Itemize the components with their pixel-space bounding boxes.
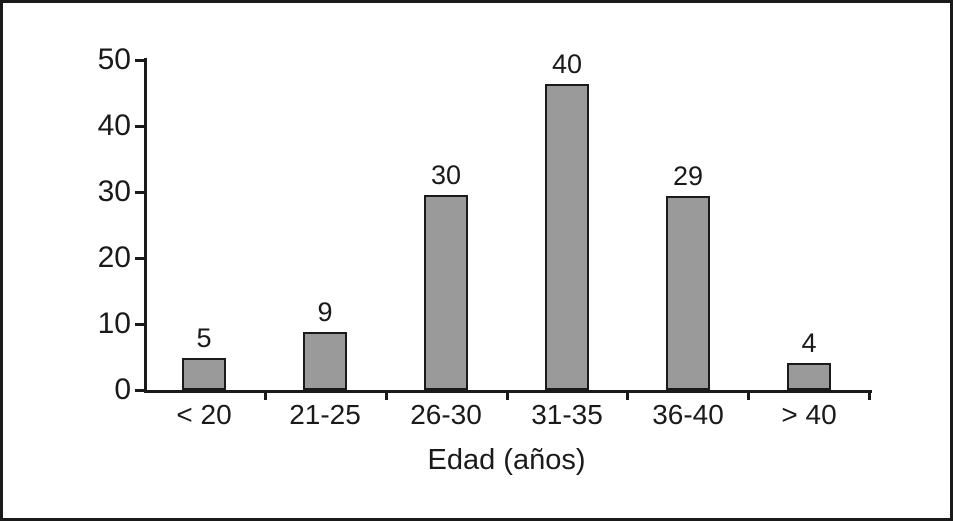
bar-value-label: 29	[672, 161, 704, 191]
x-category-label: 31-35	[531, 399, 603, 430]
y-tick-label: 0	[114, 373, 131, 406]
bar	[303, 332, 347, 390]
y-tick	[135, 125, 144, 128]
x-category-label: < 20	[176, 399, 232, 430]
y-tick-label: 20	[97, 241, 131, 274]
x-tick	[384, 390, 388, 400]
x-tick	[747, 390, 751, 400]
bar-value-label: 9	[317, 297, 333, 327]
bar	[424, 195, 468, 390]
x-category-label: 21-25	[289, 399, 361, 430]
x-tick	[626, 390, 630, 400]
bar-value-label: 4	[801, 328, 817, 358]
bar	[666, 196, 710, 390]
y-tick	[135, 323, 144, 326]
y-tick	[135, 389, 144, 392]
y-tick-label: 40	[97, 109, 131, 142]
y-tick-label: 50	[97, 43, 131, 76]
y-tick	[135, 59, 144, 62]
y-tick	[135, 257, 144, 260]
x-tick	[505, 390, 509, 400]
x-category-label: 26-30	[410, 399, 482, 430]
bar	[545, 84, 589, 390]
bar-value-label: 30	[430, 160, 462, 190]
bar-value-label: 5	[196, 323, 212, 353]
y-tick-label: 10	[97, 307, 131, 340]
x-tick	[868, 390, 871, 400]
x-axis-title: Edad (años)	[427, 444, 586, 476]
x-tick	[263, 390, 267, 400]
bar	[182, 358, 226, 390]
x-category-label: > 40	[781, 399, 837, 430]
y-tick-label: 30	[97, 175, 131, 208]
bar	[787, 363, 831, 390]
x-category-label: 36-40	[652, 399, 724, 430]
y-axis	[144, 58, 147, 393]
bar-value-label: 40	[551, 49, 583, 79]
y-tick	[135, 191, 144, 194]
